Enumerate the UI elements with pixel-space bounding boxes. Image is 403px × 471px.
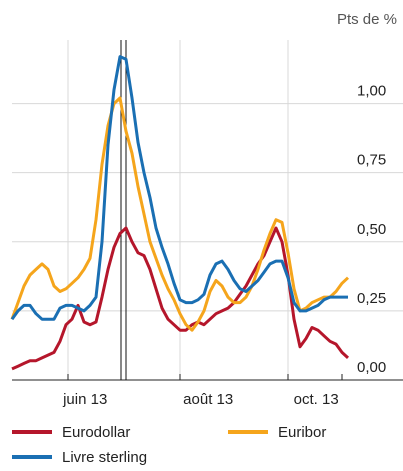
y-tick-label: 0,25 (357, 290, 386, 307)
series-line (11, 226, 350, 371)
y-tick-label: 0,50 (357, 221, 386, 238)
x-tick-label: juin 13 (62, 391, 107, 408)
legend-label: Euribor (278, 424, 326, 441)
y-tick-label: 0,00 (357, 359, 386, 376)
legend-label: Eurodollar (62, 424, 130, 441)
unit-label: Pts de % (337, 11, 397, 28)
bottom-ticks (67, 374, 343, 380)
series-line (10, 55, 348, 321)
series-line (10, 96, 350, 332)
x-tick-label: août 13 (183, 391, 233, 408)
y-tick-label: 1,00 (357, 83, 386, 100)
y-tick-label: 0,75 (357, 152, 386, 169)
x-tick-label: oct. 13 (294, 391, 339, 408)
legend-label: Livre sterling (62, 449, 147, 466)
